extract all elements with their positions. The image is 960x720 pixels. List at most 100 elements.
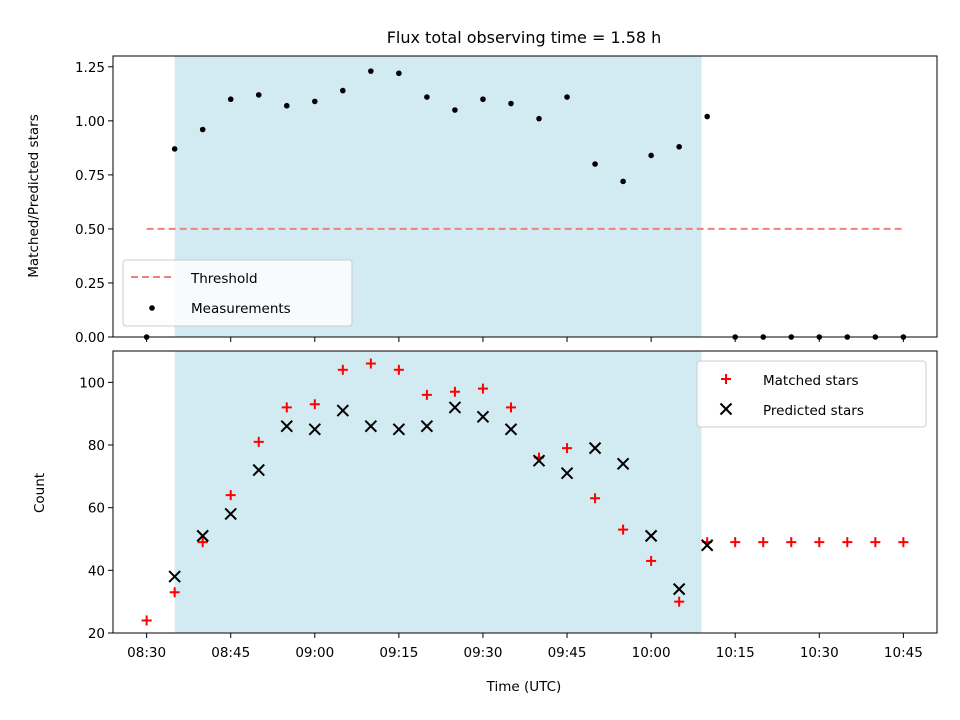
legend-threshold-label: Threshold	[190, 271, 258, 287]
x-tick-label: 09:15	[379, 645, 418, 661]
predicted-star-point	[308, 423, 322, 436]
bottom-y-axis-label: Count	[32, 473, 48, 513]
predicted-star-point	[168, 570, 181, 583]
predicted-star-point	[448, 401, 462, 414]
x-tick-label: 09:30	[464, 645, 503, 661]
cross-b	[420, 419, 434, 433]
cross-b	[448, 401, 462, 414]
matched-star-point	[253, 436, 264, 447]
measurement-point	[255, 92, 262, 98]
measurement-point	[199, 126, 206, 133]
predicted-star-point	[476, 410, 490, 424]
predicted-star-point	[504, 423, 518, 436]
top-y-axis-label: Matched/Predicted stars	[26, 114, 42, 277]
predicted-star-point	[364, 419, 378, 433]
predicted-star-point	[616, 457, 630, 471]
cross-b	[196, 529, 209, 543]
matched-star-point	[786, 537, 797, 548]
x-tick-label: 10:45	[884, 645, 923, 661]
predicted-star-point	[588, 441, 602, 455]
cross-b	[224, 507, 237, 521]
cross-b	[504, 423, 518, 436]
matched-star-point	[590, 493, 601, 504]
y-tick-label: 0.25	[75, 276, 105, 292]
y-tick-label: 40	[88, 563, 105, 579]
measurement-point	[648, 152, 654, 159]
measurement-point	[283, 102, 290, 109]
matched-star-point	[477, 383, 488, 394]
matched-star-point	[449, 386, 460, 397]
axes-frame	[112, 55, 938, 338]
measurement-point	[368, 68, 374, 74]
axes-frame	[112, 350, 938, 634]
measurement-point	[424, 94, 430, 100]
matched-star-point	[337, 364, 348, 375]
cross-b	[616, 457, 630, 471]
matched-star-point	[197, 537, 208, 548]
matched-star-point	[421, 389, 432, 400]
cross-b	[560, 466, 574, 480]
cross-b	[392, 423, 406, 436]
legend-predicted-label: Predicted stars	[763, 403, 864, 419]
predicted-star-point	[644, 529, 658, 543]
matched-star-point	[898, 537, 909, 548]
y-tick-label: 0.75	[75, 168, 105, 184]
measurement-point	[536, 115, 542, 122]
predicted-star-point	[700, 539, 714, 552]
cross-b	[700, 539, 714, 552]
predicted-star-point	[420, 419, 434, 433]
matched-star-point	[141, 615, 152, 626]
predicted-star-point	[532, 454, 546, 467]
measurement-point	[396, 70, 402, 77]
matched-star-point	[842, 537, 853, 548]
legend-predicted-swatch	[719, 402, 733, 416]
matched-star-point	[730, 537, 741, 548]
legend-matched-swatch	[721, 374, 731, 384]
x-tick-label: 10:30	[800, 645, 839, 661]
y-tick-label: 1.25	[75, 60, 105, 76]
y-tick-label: 20	[88, 626, 105, 642]
x-tick-label: 09:45	[548, 645, 587, 661]
matched-star-point	[281, 402, 292, 413]
cross-b	[168, 570, 181, 583]
observing-window-shade	[174, 351, 702, 633]
legend-measurements-label: Measurements	[191, 301, 291, 317]
cross-b	[336, 404, 350, 417]
measurement-point	[311, 98, 318, 105]
y-tick-label: 1.00	[75, 114, 105, 130]
measurement-point	[171, 146, 178, 152]
legend-box	[122, 259, 353, 327]
predicted-star-point	[560, 466, 574, 480]
y-tick-label: 60	[88, 501, 105, 517]
predicted-star-point	[336, 404, 350, 417]
cross-b	[588, 441, 602, 455]
measurement-point	[227, 96, 234, 103]
matched-star-point	[646, 555, 657, 566]
predicted-star-point	[280, 419, 293, 433]
measurement-point	[508, 100, 514, 107]
cross-b	[364, 419, 378, 433]
y-tick-label: 0.50	[75, 222, 105, 238]
y-tick-label: 0.00	[75, 330, 105, 346]
cross-b	[280, 419, 293, 433]
x-axis-label: Time (UTC)	[486, 679, 562, 695]
legend-box	[696, 360, 927, 428]
predicted-star-point	[252, 463, 265, 477]
legend-matched-label: Matched stars	[763, 373, 859, 389]
measurement-point	[480, 96, 486, 103]
cross-b	[644, 529, 658, 543]
matched-star-point	[814, 537, 825, 548]
matched-star-point	[365, 358, 376, 369]
measurement-point	[676, 143, 682, 150]
measurement-point	[452, 107, 458, 113]
matched-star-point	[618, 524, 629, 535]
legend-measurements-swatch	[149, 305, 155, 311]
measurement-point	[564, 94, 570, 100]
matched-star-point	[674, 596, 685, 607]
matched-star-point	[393, 364, 404, 375]
cross-b	[308, 423, 322, 436]
measurement-point	[620, 178, 626, 185]
matched-star-point	[870, 537, 881, 548]
measurement-point	[340, 87, 346, 94]
